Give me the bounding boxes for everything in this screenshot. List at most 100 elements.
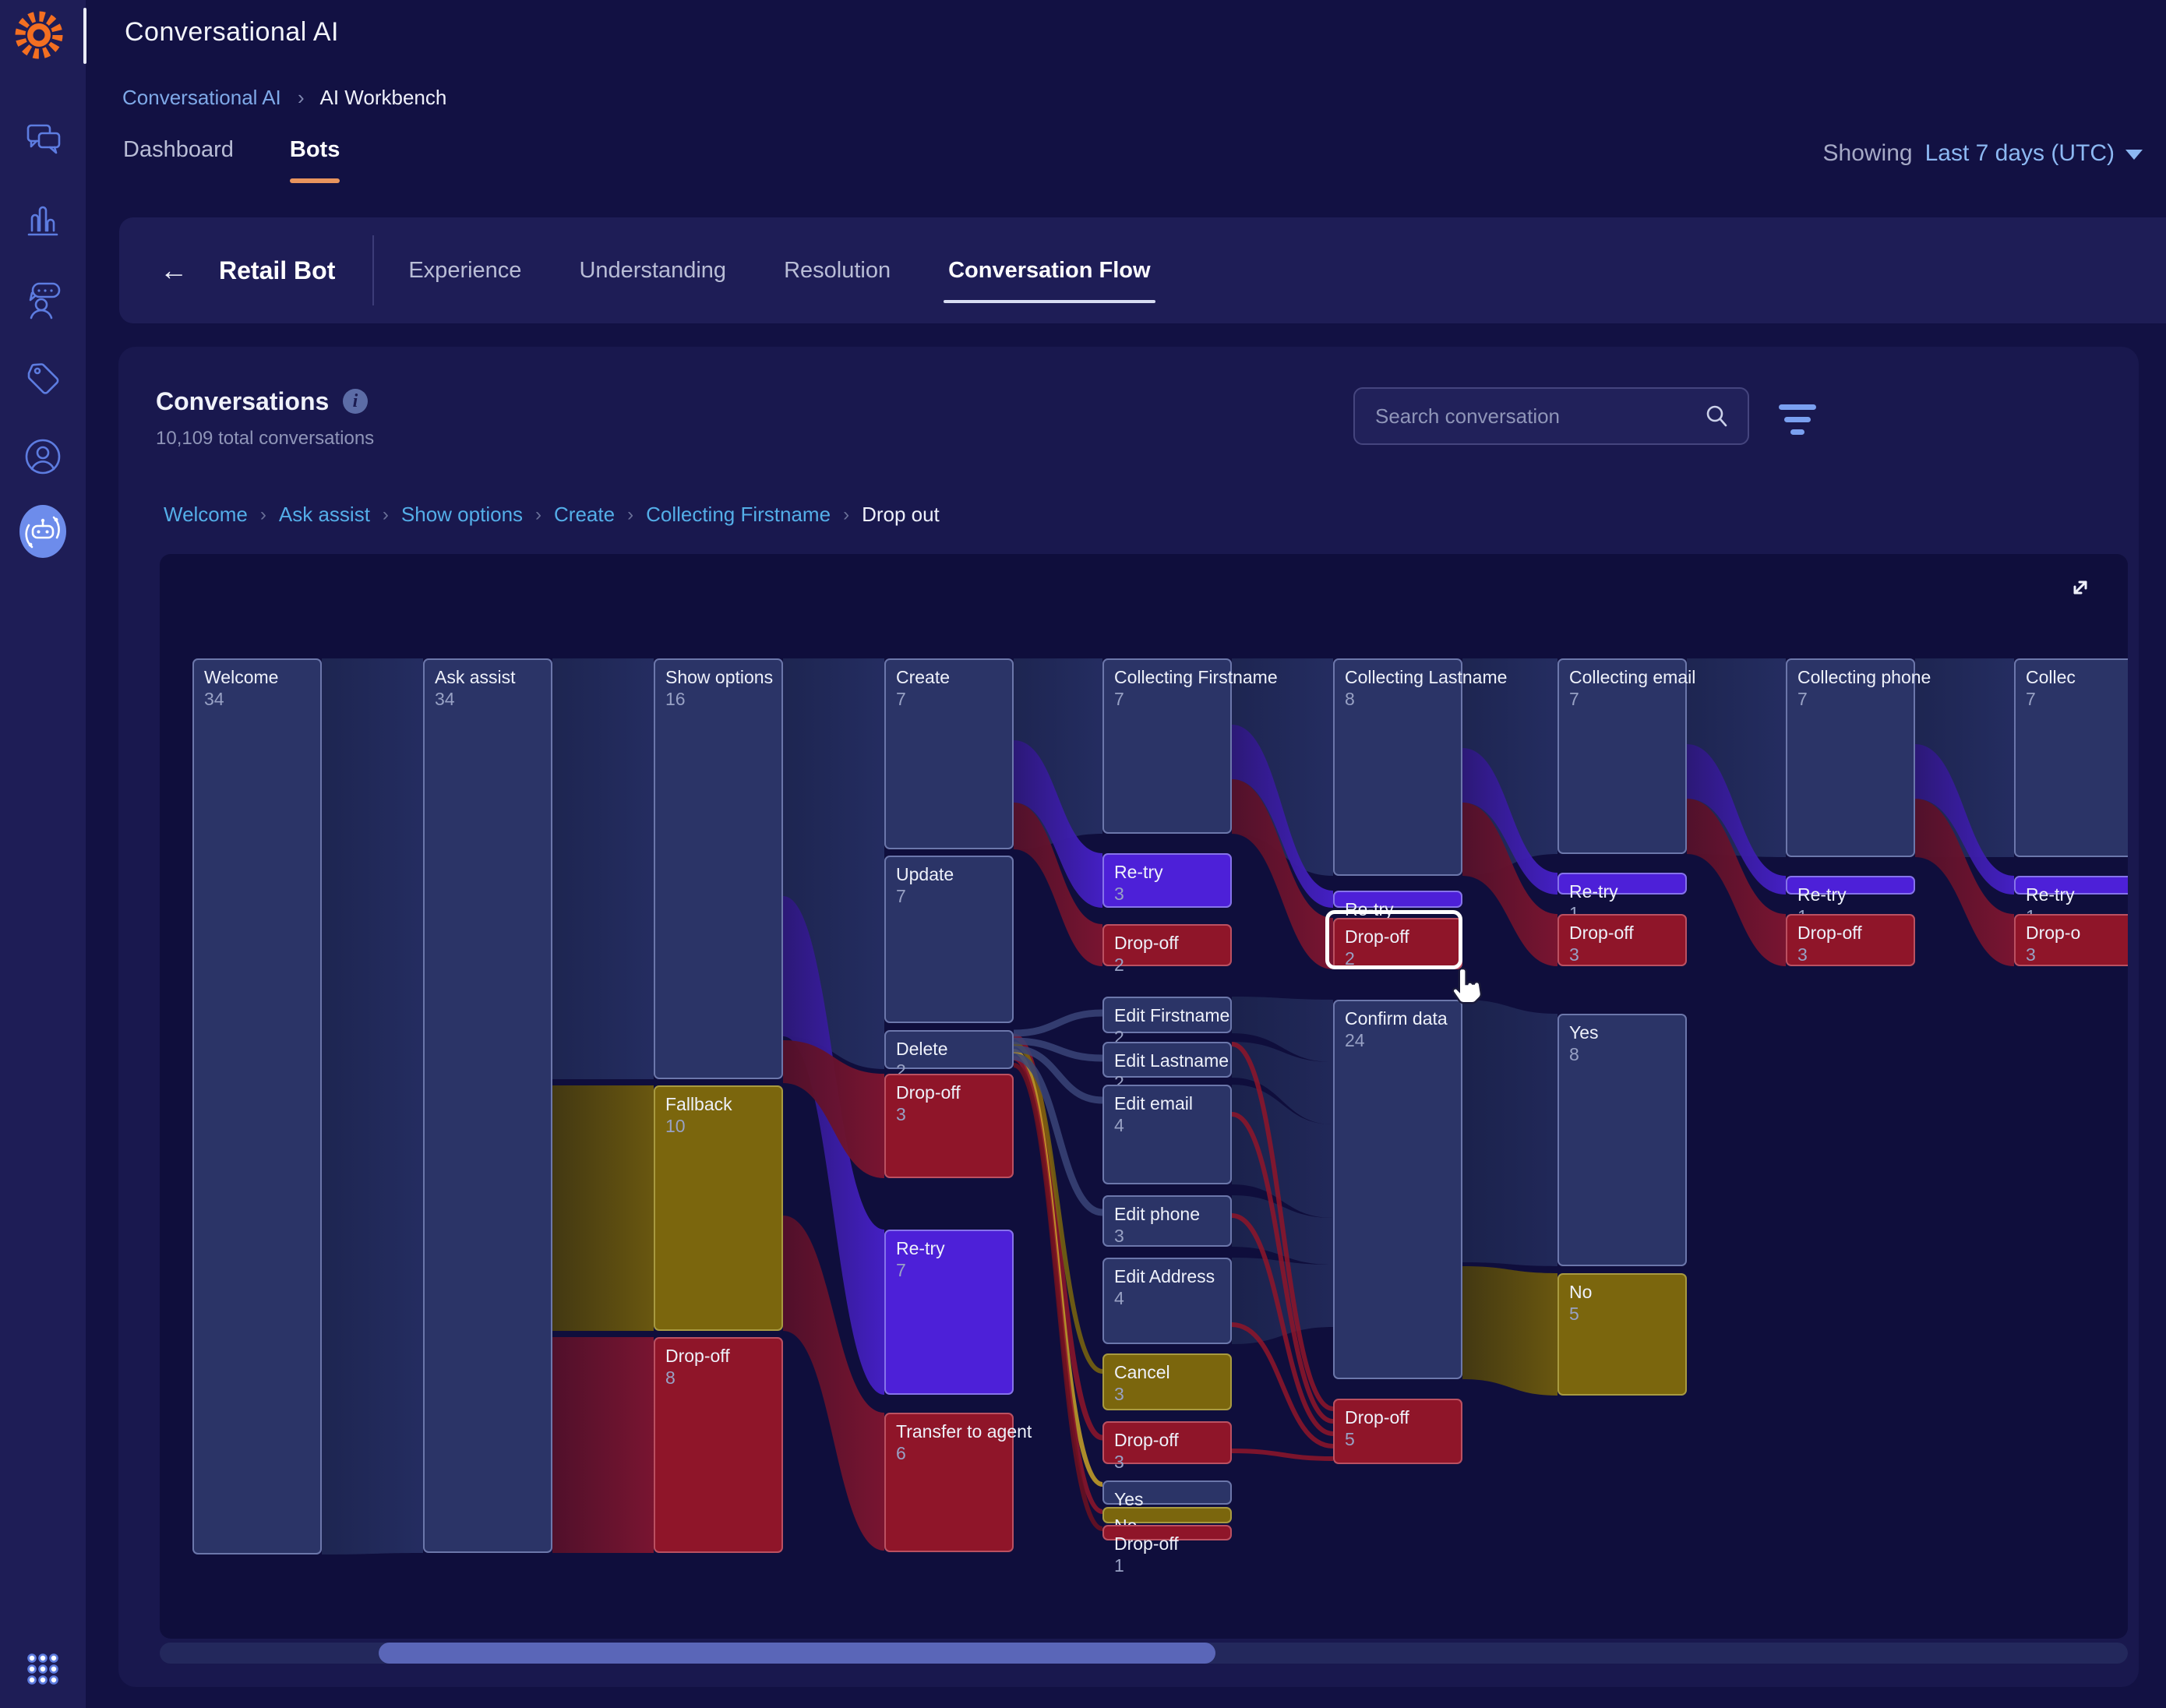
info-icon[interactable]: i <box>343 389 368 414</box>
tab-experience[interactable]: Experience <box>408 257 522 283</box>
flow-crumb-create[interactable]: Create <box>554 503 616 526</box>
flow-node-label: Edit Firstname <box>1114 1005 1230 1025</box>
divider <box>372 235 375 305</box>
flow-node[interactable]: No <box>1102 1507 1232 1536</box>
tab-dashboard[interactable]: Dashboard <box>123 137 234 162</box>
chat-icon[interactable] <box>19 115 66 162</box>
flow-node-value: 5 <box>1345 1429 1355 1449</box>
flow-node[interactable]: Edit Address 4 <box>1102 1258 1232 1344</box>
horizontal-scrollbar-thumb[interactable] <box>379 1643 1215 1664</box>
flow-node-label: Ask assist <box>435 667 516 687</box>
bot-navigation-bar: ← Retail Bot Experience Understanding Re… <box>119 217 2166 323</box>
tab-understanding[interactable]: Understanding <box>579 257 727 283</box>
flow-node[interactable]: Drop-off 3 <box>884 1074 1014 1178</box>
flow-node[interactable]: Drop-off 3 <box>1102 1421 1232 1472</box>
flow-node-label: No <box>1569 1282 1593 1302</box>
flow-link <box>1462 748 1557 895</box>
flow-node[interactable]: Collecting Firstname 7 <box>1102 658 1278 834</box>
flow-crumb-collecting-firstname[interactable]: Collecting Firstname <box>646 503 831 526</box>
flow-node-label: Edit Address <box>1114 1266 1215 1286</box>
conversations-subtitle: 10,109 total conversations <box>156 428 375 449</box>
breadcrumb-separator: › <box>298 86 305 109</box>
bot-name: Retail Bot <box>219 256 336 284</box>
flow-strand <box>1231 1213 1334 1436</box>
flow-node-label: Drop-off <box>1114 933 1179 953</box>
flow-node[interactable]: Edit phone 3 <box>1102 1195 1232 1247</box>
flow-crumb-welcome[interactable]: Welcome <box>164 503 248 526</box>
flow-node-value: 1 <box>1114 1555 1124 1576</box>
flow-node[interactable]: Yes <box>1102 1480 1232 1509</box>
apps-grid-icon[interactable] <box>19 1646 66 1692</box>
flow-node-label: Drop-off <box>1114 1430 1179 1450</box>
flow-node[interactable]: Drop-off 3 <box>1557 914 1687 966</box>
flow-node[interactable]: Edit Lastname 2 <box>1102 1042 1232 1092</box>
date-range-dropdown[interactable]: Showing Last 7 days (UTC) <box>1823 140 2143 167</box>
flow-node[interactable]: Delete 2 <box>884 1030 1014 1081</box>
flow-node-value: 3 <box>2026 944 2036 965</box>
tab-conversation-flow[interactable]: Conversation Flow <box>944 217 1155 323</box>
flow-node[interactable]: Confirm data 24 <box>1333 1000 1462 1379</box>
app-logo-gear-icon[interactable] <box>14 10 64 60</box>
flow-node-label: Transfer to agent <box>896 1421 1032 1442</box>
flow-node[interactable]: Drop-off 8 <box>654 1337 783 1553</box>
flow-node[interactable]: Ask assist 34 <box>423 658 552 1553</box>
flow-node[interactable]: Collec 7 <box>2014 658 2128 857</box>
flow-node-label: Delete <box>896 1039 948 1059</box>
flow-node[interactable]: Re-try 7 <box>884 1230 1014 1395</box>
flow-node[interactable]: Drop-off 2 <box>1102 924 1232 975</box>
flow-node-value: 34 <box>435 689 455 709</box>
user-circle-icon[interactable] <box>19 433 66 480</box>
flow-node[interactable]: Update 7 <box>884 856 1014 1023</box>
flow-node[interactable]: Drop-off 5 <box>1333 1399 1462 1464</box>
flow-node-value: 6 <box>896 1443 906 1463</box>
bot-icon[interactable] <box>19 505 66 558</box>
flow-node-label: Drop-off <box>665 1346 730 1366</box>
flow-strand <box>1231 1042 1334 1411</box>
flow-node[interactable]: Re-try 3 <box>1102 853 1232 908</box>
flow-crumb-show-options[interactable]: Show options <box>400 503 524 526</box>
top-tabs: Dashboard Bots <box>123 137 340 183</box>
search-icon[interactable] <box>1702 402 1730 430</box>
flow-crumb-ask-assist[interactable]: Ask assist <box>278 503 370 526</box>
flow-node[interactable]: Collecting email 7 <box>1557 658 1696 854</box>
flow-node[interactable]: Yes 8 <box>1557 1014 1687 1266</box>
flow-node[interactable]: Collecting phone 7 <box>1786 658 1931 857</box>
flow-node-label: Collecting email <box>1569 667 1696 687</box>
tag-icon[interactable] <box>19 355 66 402</box>
search-input[interactable] <box>1355 404 1702 429</box>
flow-node[interactable]: Fallback 10 <box>654 1085 783 1331</box>
flow-node[interactable]: Transfer to agent 6 <box>884 1413 1032 1552</box>
flow-node[interactable]: Edit Firstname 2 <box>1102 997 1232 1047</box>
flow-node-value: 3 <box>1114 1452 1124 1472</box>
flow-node-value: 34 <box>204 689 224 709</box>
flow-link <box>1687 744 1786 895</box>
flow-link <box>1232 1085 1333 1218</box>
horizontal-scrollbar-track[interactable] <box>160 1643 2128 1664</box>
flow-node[interactable]: Drop-off 1 <box>1102 1525 1232 1576</box>
flow-node-label: Show options <box>665 667 774 687</box>
flow-node-value: 3 <box>896 1104 906 1124</box>
back-arrow-icon[interactable]: ← <box>160 254 188 286</box>
filter-icon[interactable] <box>1777 404 1818 436</box>
flow-node[interactable]: Re-try <box>1333 891 1462 919</box>
flow-node[interactable]: Create 7 <box>884 658 1014 849</box>
flow-node[interactable]: Collecting Lastname 8 <box>1333 658 1507 876</box>
flow-node[interactable]: Edit email 4 <box>1102 1085 1232 1184</box>
flow-node-value: 24 <box>1345 1030 1365 1050</box>
agent-chat-icon[interactable] <box>19 277 66 324</box>
tab-resolution[interactable]: Resolution <box>784 257 891 283</box>
flow-node[interactable]: Cancel 3 <box>1102 1353 1232 1410</box>
flow-node[interactable]: No 5 <box>1557 1273 1687 1396</box>
flow-node[interactable]: Drop-off 3 <box>1786 914 1915 966</box>
expand-icon[interactable] <box>2062 571 2097 605</box>
flow-node[interactable]: Welcome 34 <box>192 658 322 1554</box>
breadcrumb-link[interactable]: Conversational AI <box>122 86 281 109</box>
flow-node[interactable]: Drop-o 3 <box>2014 914 2128 966</box>
flow-node[interactable]: Drop-off 2 <box>1333 918 1462 969</box>
bar-chart-icon[interactable] <box>19 197 66 244</box>
flow-node[interactable]: Show options 16 <box>654 658 783 1079</box>
tab-bots[interactable]: Bots <box>289 137 340 183</box>
